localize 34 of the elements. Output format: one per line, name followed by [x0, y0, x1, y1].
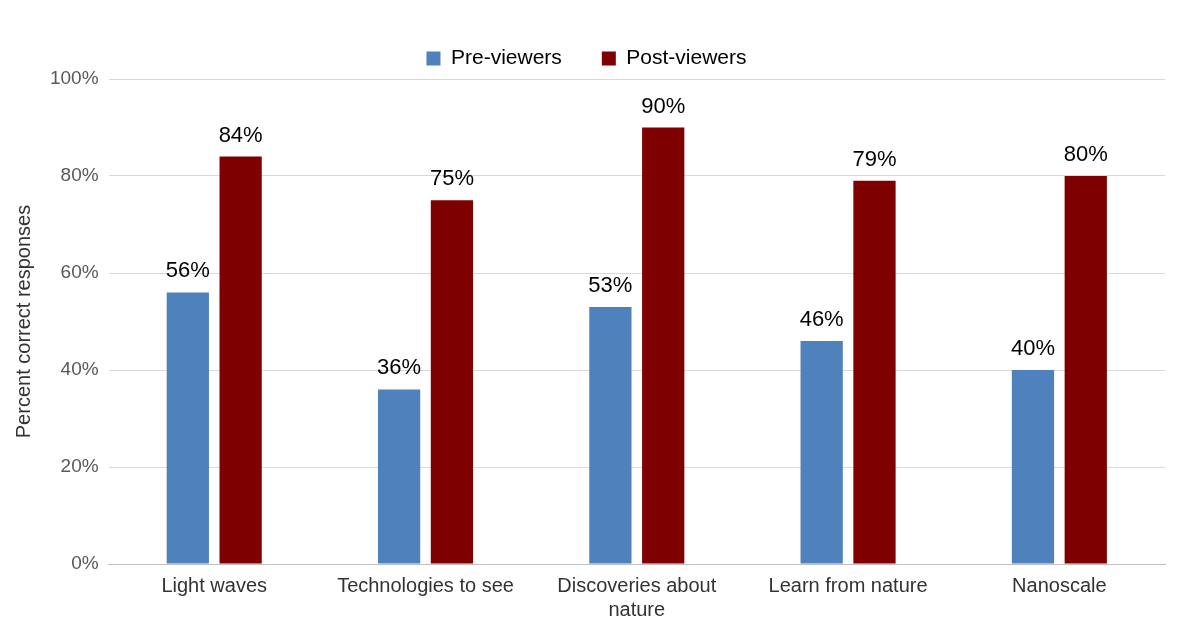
data-label: 46% — [799, 305, 844, 331]
bar — [430, 200, 474, 564]
data-label: 40% — [1010, 335, 1055, 361]
x-tick-label: Discoveries about nature — [557, 573, 717, 620]
data-label: 80% — [1063, 141, 1108, 167]
data-label: 84% — [218, 121, 263, 147]
bar — [1064, 176, 1107, 564]
y-tick-label: 40% — [60, 358, 99, 380]
bar — [166, 292, 209, 564]
bar — [1011, 370, 1055, 564]
bar — [377, 389, 421, 564]
x-tick-label: Light waves — [161, 573, 268, 596]
data-label: 56% — [165, 257, 210, 283]
data-label: 75% — [429, 165, 474, 191]
y-tick-label: 100% — [49, 67, 99, 89]
data-label: 90% — [641, 92, 686, 118]
legend-label: Post-viewers — [626, 45, 747, 69]
x-tick-label: Learn from nature — [768, 573, 928, 596]
bar — [642, 127, 685, 564]
bar — [219, 156, 262, 564]
legend-label: Pre-viewers — [450, 45, 562, 69]
data-label: 53% — [588, 272, 633, 298]
y-axis-title: Percent correct responses — [11, 204, 34, 439]
bar — [800, 340, 843, 564]
y-tick-label: 60% — [60, 261, 99, 283]
y-tick-label: 80% — [60, 164, 99, 186]
data-label: 36% — [377, 354, 422, 380]
y-tick-label: 0% — [71, 552, 99, 574]
x-tick-label: Nanoscale — [1012, 573, 1107, 596]
bar — [853, 180, 896, 564]
data-label: 79% — [852, 145, 897, 171]
bar — [589, 306, 632, 564]
y-tick-label: 20% — [60, 455, 99, 477]
x-tick-label: Technologies to see — [337, 573, 514, 596]
